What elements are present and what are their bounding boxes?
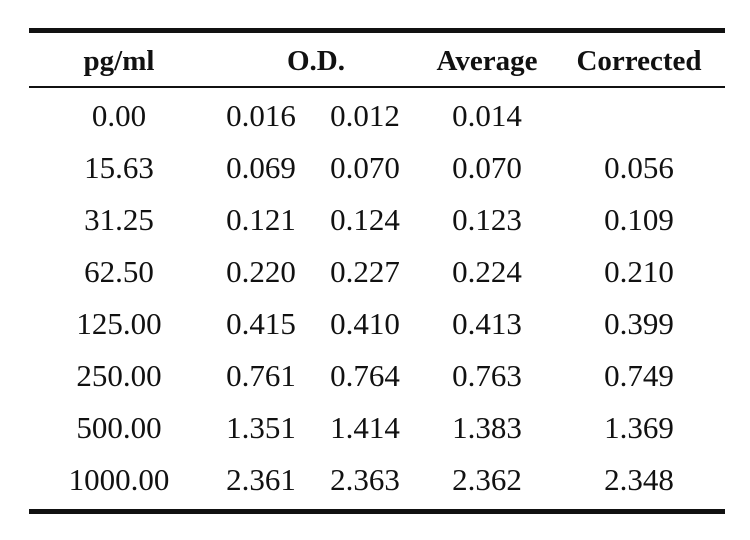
- cell-pg-ml: 62.50: [84, 254, 154, 289]
- cell-od-1: 0.761: [226, 358, 296, 393]
- cell-od-2: 0.012: [330, 98, 400, 133]
- header-od: O.D.: [287, 45, 345, 77]
- header-average: Average: [436, 45, 538, 77]
- cell-corrected: 0.210: [604, 254, 674, 289]
- cell-pg-ml: 15.63: [84, 150, 154, 185]
- table-row: 62.50 0.220 0.227 0.224 0.210: [29, 246, 725, 298]
- cell-od-1: 2.361: [226, 462, 296, 497]
- cell-corrected: 2.348: [604, 462, 674, 497]
- table-row: 0.00 0.016 0.012 0.014: [29, 90, 725, 142]
- cell-od-2: 0.070: [330, 150, 400, 185]
- cell-od-2: 0.227: [330, 254, 400, 289]
- cell-corrected: 0.399: [604, 306, 674, 341]
- cell-od-1: 0.220: [226, 254, 296, 289]
- cell-pg-ml: 125.00: [76, 306, 162, 341]
- cell-corrected: 0.056: [604, 150, 674, 185]
- cell-od-2: 0.124: [330, 202, 400, 237]
- cell-od-1: 1.351: [226, 410, 296, 445]
- cell-od-2: 1.414: [330, 410, 400, 445]
- cell-pg-ml: 0.00: [91, 98, 147, 133]
- cell-od-1: 0.069: [226, 150, 296, 185]
- table-row: 1000.00 2.361 2.363 2.362 2.348: [29, 454, 725, 506]
- table-bottom-rule: [29, 509, 725, 514]
- cell-od-1: 0.415: [226, 306, 296, 341]
- cell-average: 0.070: [452, 150, 522, 185]
- cell-average: 0.224: [452, 254, 522, 289]
- table-header-rule: [29, 86, 725, 88]
- cell-pg-ml: 250.00: [76, 358, 162, 393]
- cell-pg-ml: 500.00: [76, 410, 162, 445]
- cell-average: 0.014: [452, 98, 522, 133]
- cell-corrected: 1.369: [604, 410, 674, 445]
- cell-od-2: 0.764: [330, 358, 400, 393]
- cell-average: 0.413: [452, 306, 522, 341]
- header-pg-ml: pg/ml: [83, 45, 155, 77]
- cell-corrected: 0.109: [604, 202, 674, 237]
- cell-pg-ml: 1000.00: [68, 462, 170, 497]
- header-corrected: Corrected: [576, 45, 702, 77]
- cell-corrected: [569, 90, 709, 142]
- cell-od-1: 0.121: [226, 202, 296, 237]
- table-row: 250.00 0.761 0.764 0.763 0.749: [29, 350, 725, 402]
- cell-od-2: 2.363: [330, 462, 400, 497]
- standard-curve-table: pg/ml O.D. Average Corrected 0.00 0.016 …: [29, 28, 725, 514]
- table-body: 0.00 0.016 0.012 0.014 15.63 0.069 0.070…: [29, 88, 725, 509]
- table-row: 500.00 1.351 1.414 1.383 1.369: [29, 402, 725, 454]
- table-row: 125.00 0.415 0.410 0.413 0.399: [29, 298, 725, 350]
- table-top-rule: [29, 28, 725, 33]
- table-row: 15.63 0.069 0.070 0.070 0.056: [29, 142, 725, 194]
- cell-od-2: 0.410: [330, 306, 400, 341]
- cell-average: 2.362: [452, 462, 522, 497]
- table-header-row: pg/ml O.D. Average Corrected: [29, 33, 725, 86]
- cell-corrected: 0.749: [604, 358, 674, 393]
- cell-pg-ml: 31.25: [84, 202, 154, 237]
- table-row: 31.25 0.121 0.124 0.123 0.109: [29, 194, 725, 246]
- cell-average: 0.123: [452, 202, 522, 237]
- cell-average: 0.763: [452, 358, 522, 393]
- cell-od-1: 0.016: [226, 98, 296, 133]
- cell-average: 1.383: [452, 410, 522, 445]
